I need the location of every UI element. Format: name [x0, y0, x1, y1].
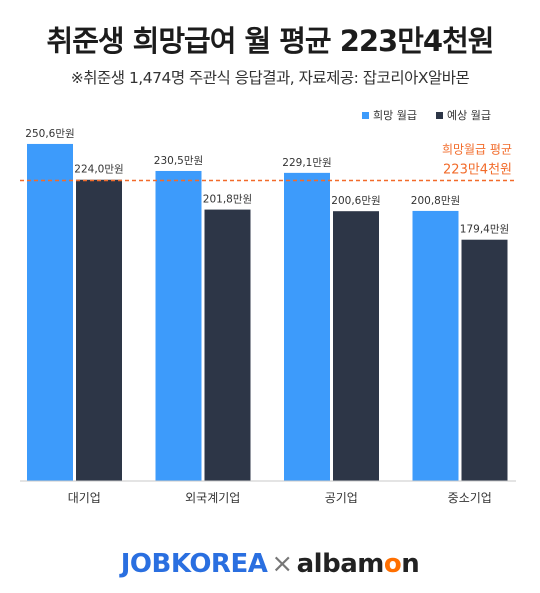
albamon-logo-part1: albam [296, 549, 385, 579]
jobkorea-logo: JOBKOREA [120, 549, 268, 579]
data-label-2-2: 201,8만원 [203, 194, 252, 206]
data-label-2-3: 200,6만원 [331, 195, 380, 207]
data-label-1-2: 230,5만원 [154, 155, 203, 167]
reference-label-title: 희망월급 평균 [442, 143, 512, 157]
chart-subtitle: ※취준생 1,474명 주관식 응답결과, 자료제공: 잡코리아X알바몬 [70, 69, 470, 87]
data-label-1-1: 250,6만원 [25, 128, 74, 140]
bar-1-4 [412, 210, 459, 481]
footer-logos: JOBKOREA × albamon [0, 549, 540, 579]
legend-swatch-1 [362, 112, 369, 119]
category-label-1: 대기업 [68, 491, 101, 505]
bar-2-2 [204, 209, 251, 482]
bar-1-1 [27, 143, 73, 481]
legend-label-1: 희망 월급 [373, 109, 417, 122]
data-label-2-4: 179,4만원 [460, 224, 509, 236]
albamon-logo: albamon [297, 549, 420, 579]
category-label-4: 중소기업 [448, 491, 492, 505]
category-label-3: 공기업 [325, 491, 358, 505]
chart-title: 취준생 희망급여 월 평균 223만4천원 [46, 24, 495, 58]
legend-swatch-2 [436, 112, 443, 119]
category-label-2: 외국계기업 [185, 491, 240, 505]
legend-label-2: 예상 월급 [447, 109, 491, 122]
bar-1-3 [284, 172, 330, 481]
albamon-logo-part2: n [401, 549, 420, 579]
data-label-2-1: 224,0만원 [74, 164, 123, 176]
bar-2-4 [461, 239, 508, 481]
logo-separator: × [271, 549, 293, 579]
reference-label-value: 223만4천원 [443, 163, 512, 178]
data-label-1-3: 229,1만원 [282, 157, 331, 169]
albamon-logo-o: o [383, 549, 402, 579]
data-label-1-4: 200,8만원 [411, 195, 460, 207]
bar-2-3 [333, 211, 379, 481]
bar-1-2 [155, 170, 202, 482]
bar-2-1 [76, 179, 122, 481]
